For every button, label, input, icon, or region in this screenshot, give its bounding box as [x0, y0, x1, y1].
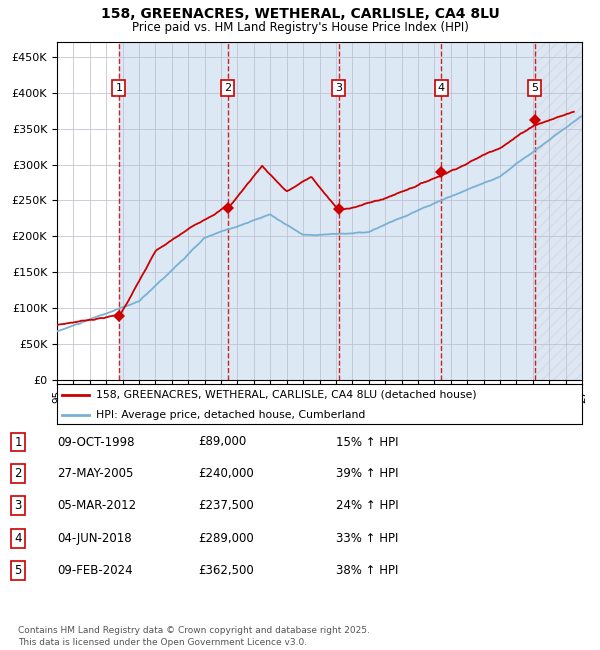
Text: 09-FEB-2024: 09-FEB-2024 — [57, 564, 133, 577]
Text: 158, GREENACRES, WETHERAL, CARLISLE, CA4 8LU (detached house): 158, GREENACRES, WETHERAL, CARLISLE, CA4… — [97, 390, 477, 400]
Bar — [535, 42, 582, 380]
Text: 2: 2 — [14, 467, 22, 480]
Text: 5: 5 — [531, 83, 538, 93]
Text: 04-JUN-2018: 04-JUN-2018 — [57, 532, 131, 545]
Text: HPI: Average price, detached house, Cumberland: HPI: Average price, detached house, Cumb… — [97, 410, 366, 420]
Text: 5: 5 — [14, 564, 22, 577]
Text: 158, GREENACRES, WETHERAL, CARLISLE, CA4 8LU: 158, GREENACRES, WETHERAL, CARLISLE, CA4… — [101, 6, 499, 21]
Text: Price paid vs. HM Land Registry's House Price Index (HPI): Price paid vs. HM Land Registry's House … — [131, 21, 469, 34]
Text: 33% ↑ HPI: 33% ↑ HPI — [336, 532, 398, 545]
Text: 15% ↑ HPI: 15% ↑ HPI — [336, 436, 398, 448]
Text: 4: 4 — [438, 83, 445, 93]
Text: 24% ↑ HPI: 24% ↑ HPI — [336, 499, 398, 512]
Text: 39% ↑ HPI: 39% ↑ HPI — [336, 467, 398, 480]
Bar — [119, 42, 535, 380]
Text: 09-OCT-1998: 09-OCT-1998 — [57, 436, 134, 448]
Text: 3: 3 — [14, 499, 22, 512]
Text: 27-MAY-2005: 27-MAY-2005 — [57, 467, 133, 480]
Text: £237,500: £237,500 — [198, 499, 254, 512]
Text: 4: 4 — [14, 532, 22, 545]
Text: £362,500: £362,500 — [198, 564, 254, 577]
Bar — [57, 42, 119, 380]
Text: 1: 1 — [14, 436, 22, 448]
Text: 2: 2 — [224, 83, 232, 93]
Text: 05-MAR-2012: 05-MAR-2012 — [57, 499, 136, 512]
Text: Contains HM Land Registry data © Crown copyright and database right 2025.
This d: Contains HM Land Registry data © Crown c… — [18, 626, 370, 647]
Text: 38% ↑ HPI: 38% ↑ HPI — [336, 564, 398, 577]
Text: £89,000: £89,000 — [198, 436, 246, 448]
Text: 3: 3 — [335, 83, 343, 93]
Text: £289,000: £289,000 — [198, 532, 254, 545]
Text: £240,000: £240,000 — [198, 467, 254, 480]
Text: 1: 1 — [115, 83, 122, 93]
